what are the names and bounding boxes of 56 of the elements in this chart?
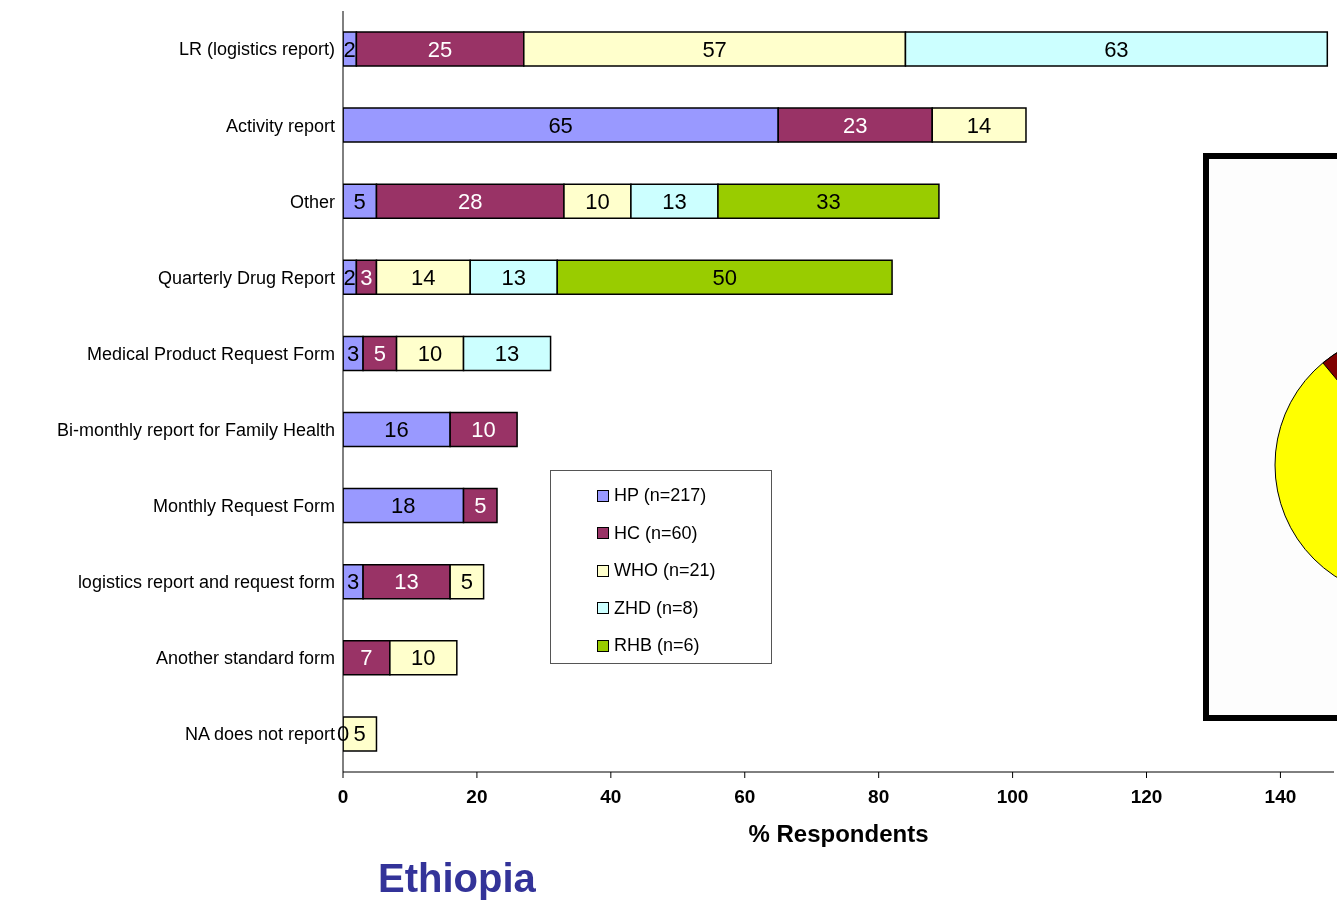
x-tick-label: 100 bbox=[996, 786, 1029, 808]
y-tick-label: Another standard form bbox=[155, 648, 335, 669]
legend-label: RHB (n=6) bbox=[614, 634, 700, 657]
data-label: 5 bbox=[474, 493, 487, 519]
x-tick-label: 0 bbox=[337, 786, 349, 808]
data-label: 57 bbox=[702, 36, 727, 62]
data-label: 23 bbox=[843, 112, 868, 138]
data-label: 2 bbox=[343, 264, 356, 290]
legend-label: WHO (n=21) bbox=[614, 559, 716, 582]
data-label: 10 bbox=[471, 417, 496, 442]
text: Ethiopia bbox=[378, 855, 536, 902]
data-label: 14 bbox=[966, 112, 992, 138]
x-tick-label: 80 bbox=[868, 786, 890, 808]
data-label: 33 bbox=[816, 188, 841, 214]
x-tick-label: 60 bbox=[734, 786, 756, 808]
data-label: 65 bbox=[548, 112, 573, 138]
legend-label: ZHD (n=8) bbox=[614, 596, 699, 620]
data-label: 7 bbox=[360, 645, 373, 671]
x-tick-label: 140 bbox=[1264, 786, 1297, 808]
data-label: 5 bbox=[460, 569, 473, 595]
legend-label: HC (n=60) bbox=[614, 521, 698, 545]
y-tick-label: Activity report bbox=[225, 115, 335, 136]
x-tick-label: 40 bbox=[600, 786, 622, 808]
data-label: 13 bbox=[394, 569, 419, 595]
data-label: 10 bbox=[417, 340, 443, 366]
y-tick-label: logistics report and request form bbox=[77, 572, 335, 593]
data-label: 3 bbox=[346, 569, 360, 595]
data-label: 5 bbox=[373, 340, 386, 366]
x-axis-title: % Respondents bbox=[748, 820, 929, 847]
data-label: 3 bbox=[360, 264, 373, 290]
data-label: 63 bbox=[1104, 36, 1129, 62]
data-label: 13 bbox=[662, 188, 687, 214]
data-label: 25 bbox=[427, 36, 453, 62]
data-label: 16 bbox=[384, 417, 409, 442]
legend-label: HP (n=217) bbox=[614, 484, 707, 507]
data-label: 3 bbox=[346, 340, 360, 366]
y-tick-label: Quarterly Drug Report bbox=[157, 267, 335, 288]
data-label: 50 bbox=[712, 264, 737, 290]
data-label: 5 bbox=[353, 721, 366, 747]
y-tick-label: LR (logistics report) bbox=[178, 39, 335, 60]
data-label: 10 bbox=[411, 645, 436, 671]
data-label: 13 bbox=[494, 340, 520, 366]
x-tick-label: 120 bbox=[1130, 786, 1163, 808]
data-label: 18 bbox=[391, 493, 416, 519]
data-label: 5 bbox=[353, 188, 366, 214]
y-tick-label: Monthly Request Form bbox=[152, 496, 335, 517]
y-tick-label: Other bbox=[289, 191, 335, 212]
data-label: 13 bbox=[501, 264, 526, 290]
y-tick-label: NA does not report bbox=[184, 724, 335, 745]
data-label: 2 bbox=[343, 36, 356, 62]
data-label: 28 bbox=[457, 188, 483, 214]
data-label: 14 bbox=[411, 264, 436, 290]
y-tick-label: Medical Product Request Form bbox=[86, 343, 335, 364]
x-tick-label: 20 bbox=[466, 786, 488, 808]
y-tick-label: Bi-monthly report for Family Health bbox=[56, 419, 335, 440]
data-label: 10 bbox=[585, 188, 610, 214]
